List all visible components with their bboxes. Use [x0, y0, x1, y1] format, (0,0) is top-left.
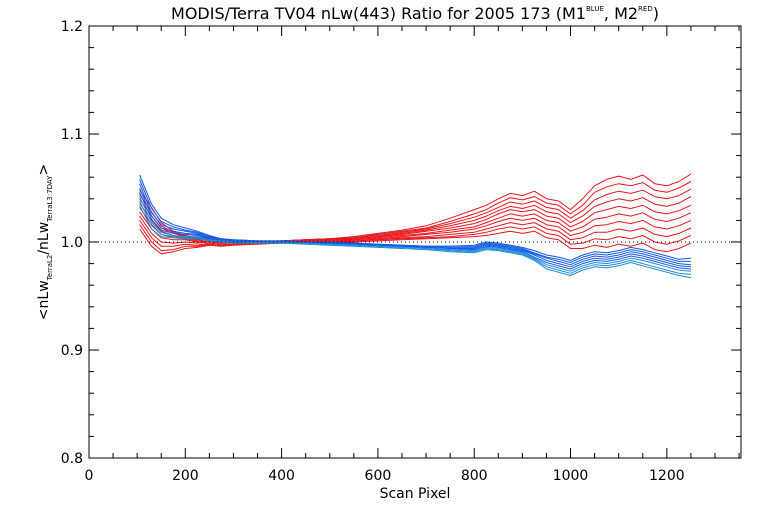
- chart-title-main: MODIS/Terra TV04 nLw(443) Ratio for 2005…: [171, 4, 586, 23]
- y-tick-label: 1.0: [61, 235, 83, 251]
- x-tick-label: 1000: [553, 468, 589, 484]
- series-line-blue-11: [139, 174, 691, 261]
- x-tick-label: 400: [268, 468, 295, 484]
- chart-title-m2-superscript: RED: [638, 5, 653, 13]
- chart-title-separator: , M2: [604, 4, 638, 23]
- series-layer: [139, 173, 692, 279]
- series-line-blue-12: [139, 179, 691, 263]
- y-axis-title-slash: /nLw: [36, 222, 52, 255]
- series-line-red-10: [139, 228, 692, 255]
- x-tick-label: 600: [365, 468, 392, 484]
- x-axis-title: Scan Pixel: [380, 486, 451, 502]
- y-axis-title-subscript-1: TerraL2: [46, 255, 54, 282]
- series-line-blue-15: [139, 192, 691, 270]
- x-tick-label: 800: [461, 468, 488, 484]
- x-tick-label: 200: [172, 468, 199, 484]
- x-tick-label: 1200: [649, 468, 685, 484]
- series-line-blue-14: [139, 187, 691, 268]
- chart-title-close: ): [653, 4, 659, 23]
- series-line-light-blue-18: [139, 205, 691, 279]
- y-axis-title-open: <nLw: [36, 280, 52, 320]
- y-tick-label: 0.9: [61, 343, 83, 359]
- y-axis-title-subscript-2: TerraL3:7DAY: [46, 175, 54, 223]
- series-line-light-blue-16: [139, 196, 691, 272]
- y-tick-label: 1.1: [61, 127, 83, 143]
- chart-title: MODIS/Terra TV04 nLw(443) Ratio for 2005…: [171, 4, 659, 23]
- y-tick-label: 1.2: [61, 19, 83, 35]
- chart-title-m1-superscript: BLUE: [586, 5, 604, 13]
- y-axis-title-close: >: [36, 164, 52, 176]
- x-tick-label: 0: [85, 468, 94, 484]
- tick-layer: 0 200 400 600 800 1000 1200 0.8 0.9 1.0 1.1 1.2: [61, 19, 741, 484]
- y-tick-label: 0.8: [61, 451, 83, 467]
- y-axis-title: <nLwTerraL2/nLwTerraL3:7DAY>: [36, 164, 54, 320]
- series-line-red-9: [139, 224, 692, 252]
- series-line-red-8: [139, 220, 692, 247]
